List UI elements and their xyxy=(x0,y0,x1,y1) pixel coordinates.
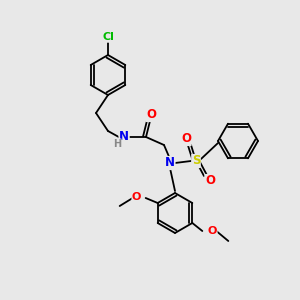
Text: O: O xyxy=(146,109,156,122)
Text: O: O xyxy=(132,192,141,202)
Text: O: O xyxy=(208,226,217,236)
Text: S: S xyxy=(192,154,200,167)
Text: Cl: Cl xyxy=(102,32,114,42)
Text: H: H xyxy=(113,139,121,149)
Text: N: N xyxy=(119,130,129,143)
Text: O: O xyxy=(205,175,215,188)
Text: O: O xyxy=(181,133,191,146)
Text: N: N xyxy=(165,157,175,169)
